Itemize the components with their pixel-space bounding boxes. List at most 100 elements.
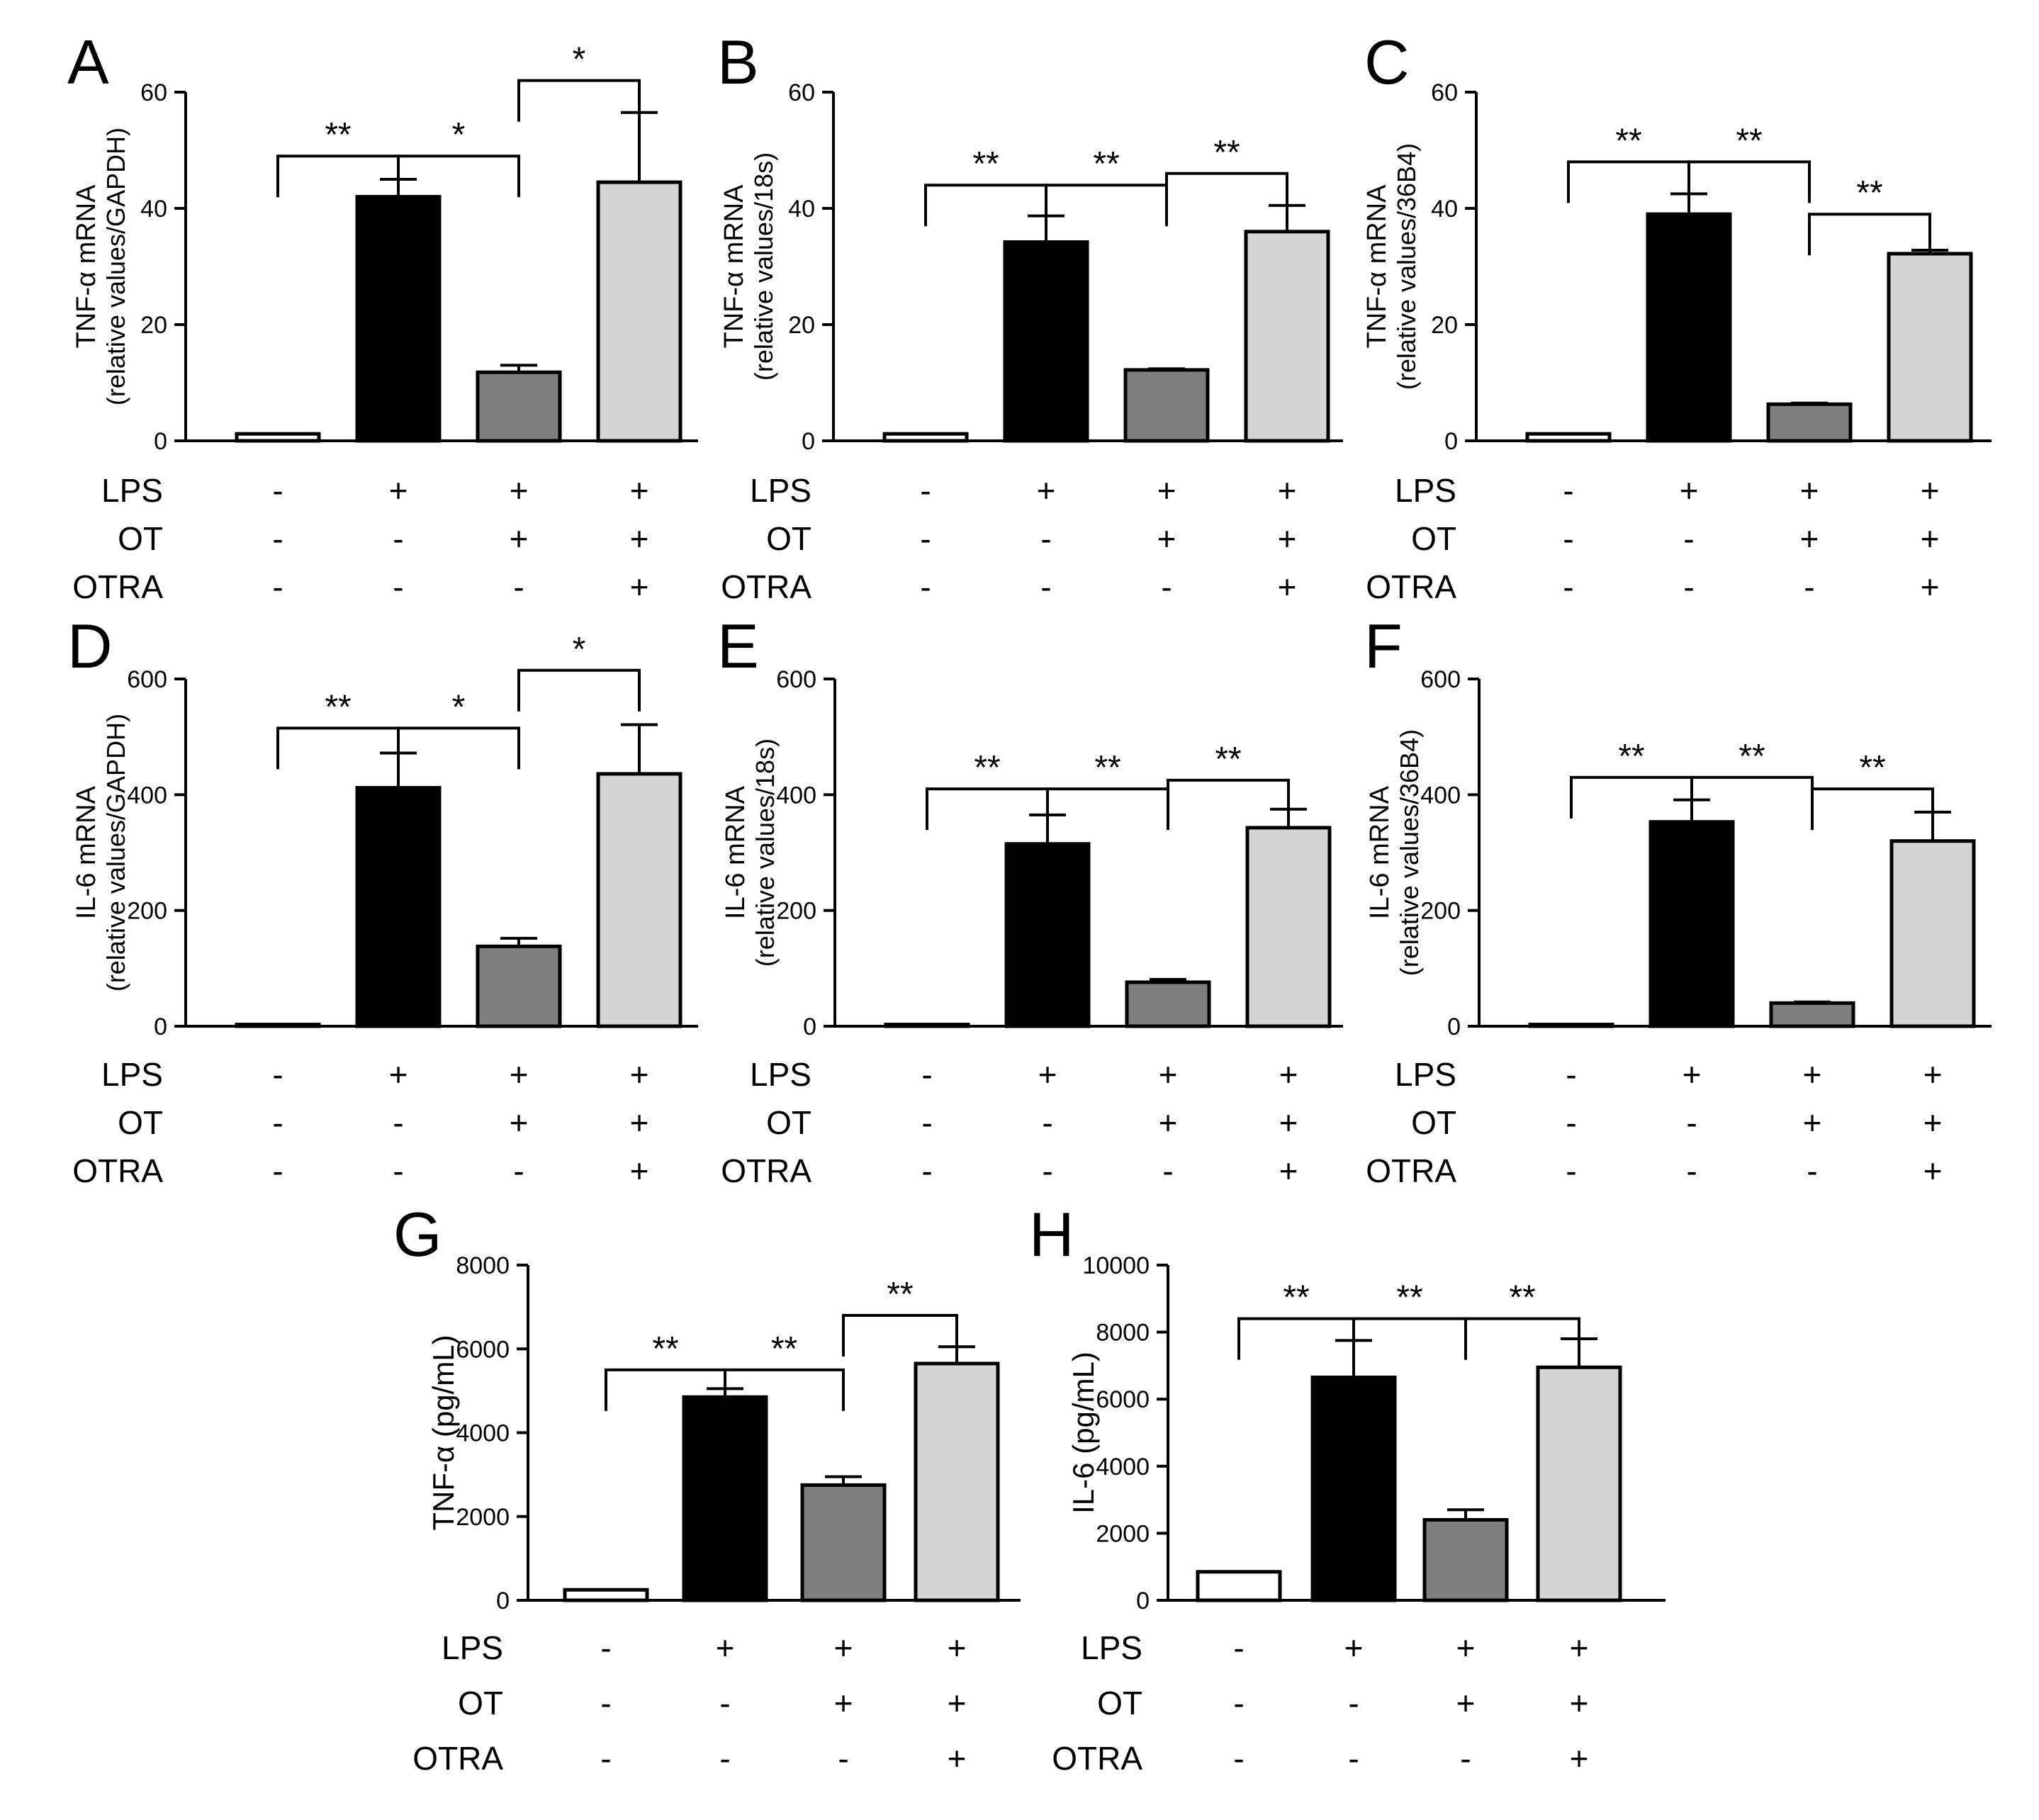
bar-2 bbox=[1123, 368, 1210, 443]
treatment-mark: - bbox=[1563, 472, 1573, 509]
treatment-mark: + bbox=[510, 1056, 529, 1093]
treatment-mark: - bbox=[920, 520, 931, 557]
treatment-mark: - bbox=[1566, 1104, 1576, 1141]
treatment-label-ot: OT bbox=[118, 520, 163, 557]
treatment-mark: + bbox=[1037, 472, 1056, 509]
y-tick-label: 60 bbox=[1431, 79, 1458, 106]
y-tick-label: 4000 bbox=[1096, 1454, 1150, 1481]
significance-label: ** bbox=[1739, 738, 1765, 775]
treatment-mark: + bbox=[1456, 1629, 1476, 1666]
treatment-mark: + bbox=[389, 472, 408, 509]
treatment-mark: + bbox=[1456, 1685, 1476, 1721]
y-tick-label: 0 bbox=[803, 1013, 816, 1040]
y-tick-label: 6000 bbox=[456, 1336, 510, 1363]
significance-label: ** bbox=[972, 145, 999, 183]
bar-0 bbox=[235, 1023, 321, 1028]
treatment-mark: - bbox=[1233, 1629, 1244, 1666]
bar-3 bbox=[596, 772, 683, 1028]
significance-bracket bbox=[1687, 160, 1811, 203]
bar-0 bbox=[884, 1023, 970, 1028]
treatment-mark: - bbox=[272, 568, 283, 605]
significance-label: ** bbox=[1736, 122, 1762, 159]
y-tick-label: 0 bbox=[1447, 1013, 1461, 1040]
significance-label: ** bbox=[1215, 741, 1241, 778]
significance-label: ** bbox=[1856, 174, 1882, 212]
y-tick-label: 20 bbox=[140, 312, 167, 339]
significance-bracket bbox=[1045, 184, 1168, 227]
treatment-mark: + bbox=[1683, 1056, 1702, 1093]
treatment-label-lps: LPS bbox=[101, 472, 163, 509]
significance-bracket bbox=[724, 1368, 845, 1411]
treatment-mark: - bbox=[920, 472, 931, 509]
treatment-mark: - bbox=[1807, 1152, 1817, 1189]
y-tick-label: 600 bbox=[776, 666, 816, 693]
y-axis-label-line2: (relative values/GAPDH) bbox=[101, 128, 130, 405]
treatment-label-ot: OT bbox=[1097, 1685, 1142, 1721]
bar-1 bbox=[1648, 820, 1735, 1028]
treatment-mark: - bbox=[1040, 568, 1051, 605]
treatment-mark: + bbox=[1923, 1104, 1943, 1141]
y-axis-label-line2: (relative values/GAPDH) bbox=[101, 714, 130, 992]
panel-letter: A bbox=[67, 27, 109, 97]
treatment-mark: - bbox=[1566, 1056, 1576, 1093]
panel-letter: F bbox=[1364, 611, 1403, 681]
y-axis-label: IL-6 mRNA bbox=[1365, 785, 1395, 919]
bar-1 bbox=[355, 195, 442, 443]
treatment-mark: - bbox=[921, 1056, 932, 1093]
treatment-label-lps: LPS bbox=[442, 1629, 503, 1666]
treatment-mark: - bbox=[920, 568, 931, 605]
treatment-mark: - bbox=[1042, 1152, 1052, 1189]
y-tick-label: 0 bbox=[154, 428, 167, 455]
treatment-mark: - bbox=[1683, 568, 1694, 605]
y-tick-label: 0 bbox=[1444, 428, 1458, 455]
treatment-mark: + bbox=[1038, 1056, 1057, 1093]
treatment-label-ot: OT bbox=[1411, 1104, 1456, 1141]
treatment-label-otra: OTRA bbox=[721, 568, 811, 605]
panel-letter: B bbox=[717, 27, 759, 97]
significance-bracket bbox=[1690, 775, 1814, 819]
treatment-mark: + bbox=[630, 1056, 649, 1093]
bar-0 bbox=[1528, 1023, 1614, 1028]
y-tick-label: 200 bbox=[127, 898, 167, 925]
treatment-mark: - bbox=[513, 568, 524, 605]
treatment-mark: + bbox=[1570, 1740, 1589, 1777]
y-axis-label: TNF-α mRNA bbox=[72, 184, 101, 349]
y-axis-label-line2: (relative values/36B4) bbox=[1395, 729, 1424, 976]
significance-label: ** bbox=[1093, 145, 1119, 183]
treatment-mark: - bbox=[393, 520, 403, 557]
treatment-mark: - bbox=[1040, 520, 1051, 557]
panel-G: G 0 2000 4000 6000 8000 TNF-α (pg/mL) ** ** ** LPS… bbox=[393, 1199, 1021, 1777]
bar-2 bbox=[1125, 980, 1211, 1028]
panel-E: E 0 200 400 600 IL-6 mRNA (relative values/18s… bbox=[717, 611, 1343, 1189]
treatment-mark: + bbox=[1921, 520, 1940, 557]
bar-1 bbox=[1646, 212, 1732, 443]
y-tick-label: 400 bbox=[776, 782, 816, 809]
treatment-label-lps: LPS bbox=[1081, 1629, 1142, 1666]
treatment-mark: - bbox=[600, 1740, 611, 1777]
y-tick-label: 20 bbox=[788, 312, 815, 339]
significance-bracket bbox=[1808, 213, 1931, 256]
y-tick-label: 6000 bbox=[1096, 1386, 1150, 1413]
treatment-label-otra: OTRA bbox=[1366, 568, 1456, 605]
y-tick-label: 8000 bbox=[1096, 1320, 1150, 1347]
y-tick-label: 60 bbox=[788, 79, 815, 106]
bar-0 bbox=[882, 432, 969, 443]
y-tick-label: 2000 bbox=[1096, 1520, 1150, 1547]
y-axis-label: IL-6 mRNA bbox=[72, 785, 101, 919]
y-axis-label: IL-6 (pg/mL) bbox=[1067, 1352, 1100, 1514]
treatment-label-otra: OTRA bbox=[72, 568, 163, 605]
treatment-mark: - bbox=[719, 1740, 730, 1777]
bar-2 bbox=[1422, 1517, 1509, 1602]
bar-1 bbox=[1310, 1375, 1397, 1602]
y-tick-label: 0 bbox=[802, 428, 815, 455]
treatment-mark: + bbox=[1159, 1056, 1178, 1093]
bar-2 bbox=[476, 944, 562, 1028]
treatment-mark: + bbox=[1923, 1056, 1943, 1093]
treatment-mark: - bbox=[272, 472, 283, 509]
panel-A: A 0 20 40 60 TNF-α mRNA (relative values/GAPDH… bbox=[67, 27, 698, 605]
treatment-mark: + bbox=[1921, 472, 1940, 509]
bar-2 bbox=[476, 370, 562, 443]
panel-D: D 0 200 400 600 IL-6 mRNA (relative values/GAP… bbox=[67, 611, 698, 1189]
y-tick-label: 600 bbox=[1420, 666, 1461, 693]
treatment-mark: - bbox=[1161, 568, 1172, 605]
